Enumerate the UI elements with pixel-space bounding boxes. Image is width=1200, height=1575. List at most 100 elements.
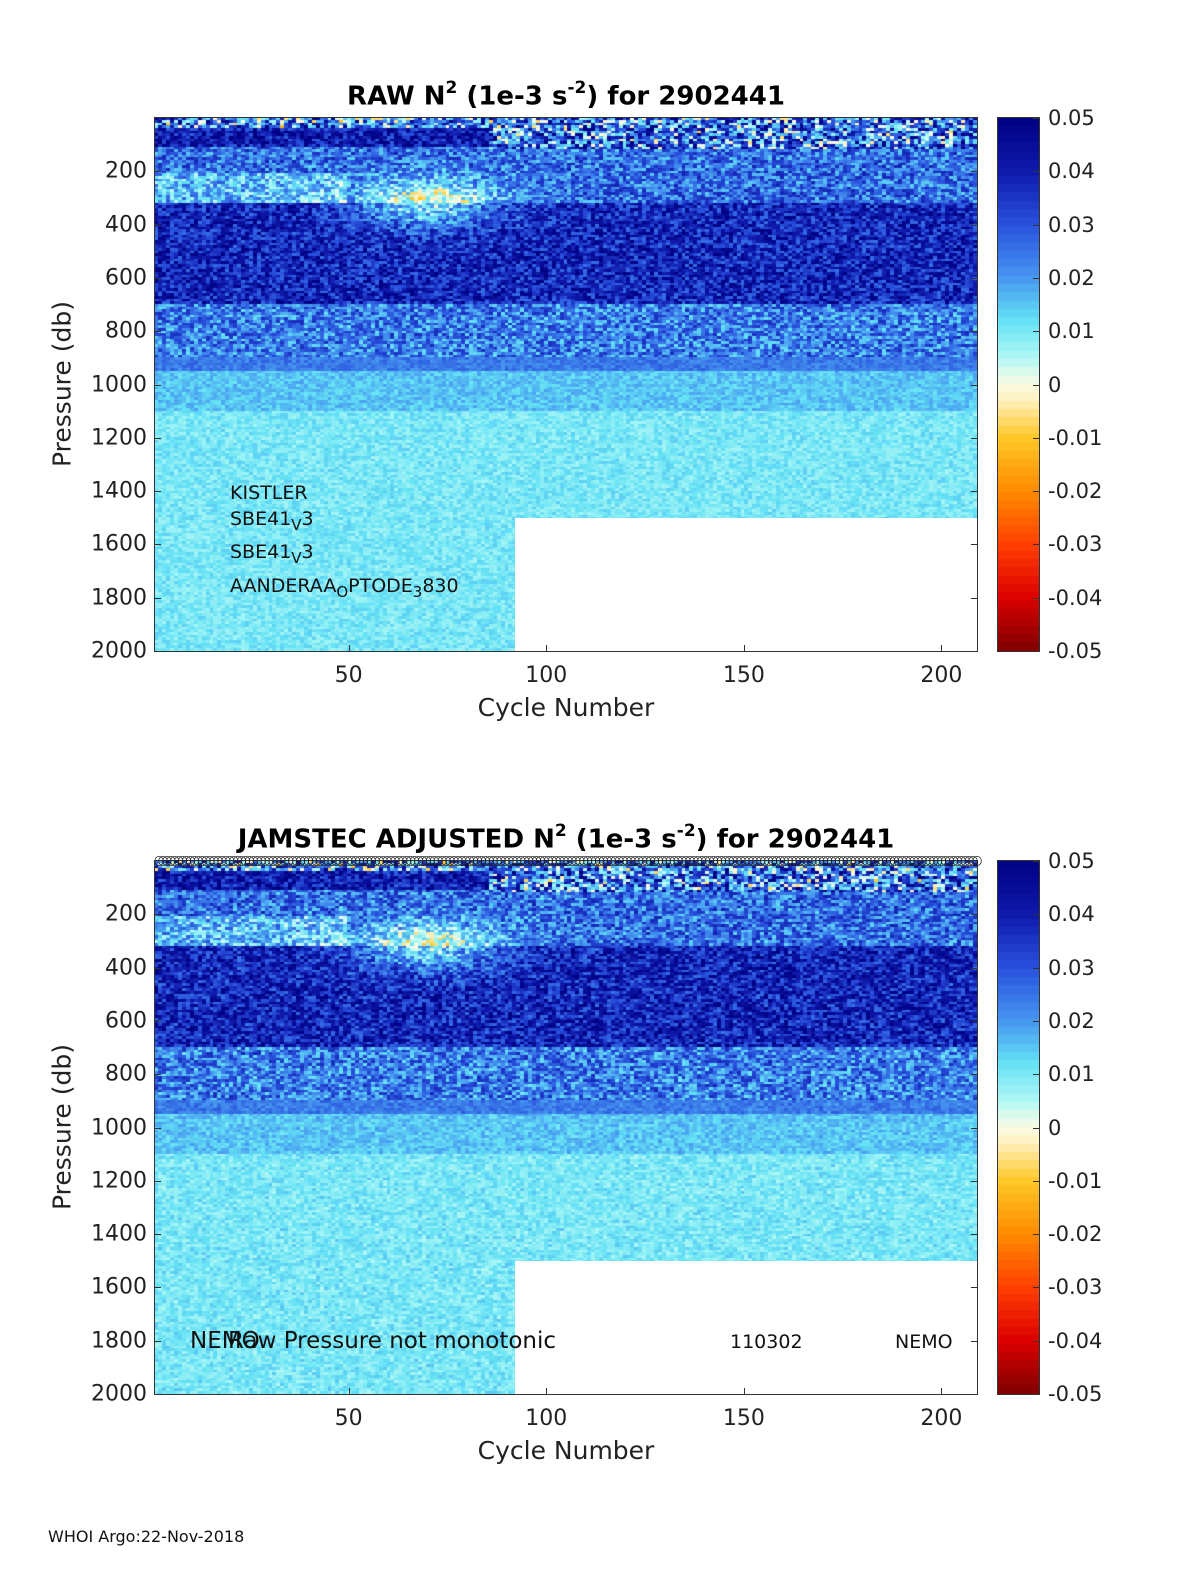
sensor-label: SBE41V3: [230, 541, 314, 567]
colorbar-tick-label: 0.01: [1048, 1062, 1095, 1087]
qc-marker: [940, 856, 951, 866]
qc-marker-row: [155, 856, 982, 866]
y-tick-mark: [971, 544, 977, 546]
x-tick-mark: [546, 645, 548, 651]
qc-marker: [704, 856, 715, 866]
qc-marker: [500, 856, 510, 866]
y-tick-label: 1200: [91, 425, 147, 451]
colorbar-tick-mark: [1033, 1340, 1039, 1342]
qc-marker: [339, 856, 349, 866]
y-tick-label: 1400: [91, 478, 147, 504]
qc-marker: [838, 856, 848, 866]
qc-marker: [724, 856, 734, 866]
colorbar-tick-mark: [1033, 118, 1039, 119]
y-tick-mark: [971, 1074, 977, 1076]
y-tick-mark: [971, 1287, 977, 1289]
qc-marker: [193, 856, 203, 866]
qc-marker: [972, 856, 982, 866]
qc-marker: [237, 856, 247, 866]
qc-marker: [913, 856, 923, 866]
qc-marker: [740, 856, 750, 866]
qc-marker: [748, 856, 758, 866]
qc-marker: [457, 856, 467, 866]
qc-marker: [921, 856, 931, 866]
y-tick-label: 400: [105, 955, 147, 981]
qc-marker: [539, 856, 549, 866]
qc-marker: [712, 856, 723, 866]
qc-marker: [496, 856, 506, 866]
qc-marker: [264, 856, 274, 866]
qc-marker: [406, 856, 416, 866]
colorbar-tick-mark: [1033, 1074, 1039, 1076]
qc-marker: [205, 856, 215, 866]
qc-marker: [736, 856, 746, 866]
qc-marker: [610, 856, 620, 866]
qc-marker: [693, 856, 703, 866]
qc-marker: [366, 856, 376, 866]
y-axis-label: Pressure (db): [47, 1044, 77, 1210]
y-tick-mark: [155, 651, 161, 652]
colorbar-tick-label: -0.03: [1048, 532, 1103, 557]
colorbar-tick-label: -0.02: [1048, 1222, 1103, 1247]
y-tick-label: 1600: [91, 531, 147, 557]
qc-marker: [598, 856, 608, 866]
qc-marker: [909, 856, 919, 866]
y-tick-label: 800: [105, 318, 147, 344]
qc-marker: [311, 856, 321, 866]
y-tick-mark: [971, 914, 977, 916]
qc-marker: [567, 856, 577, 866]
qc-marker: [826, 856, 837, 866]
qc-marker: [319, 856, 329, 866]
qc-marker: [874, 856, 884, 866]
colorbar-tick-label: -0.03: [1048, 1275, 1103, 1300]
qc-marker: [846, 856, 856, 866]
y-tick-label: 1000: [91, 1115, 147, 1140]
qc-marker: [626, 856, 636, 866]
x-tick-label: 150: [722, 1406, 765, 1431]
qc-marker: [331, 856, 341, 866]
sensor-label: KISTLER: [230, 482, 308, 504]
qc-marker: [728, 856, 738, 866]
qc-marker: [166, 856, 176, 866]
x-tick-mark: [743, 645, 745, 651]
y-tick-mark: [155, 277, 161, 279]
no-data-region: [514, 1260, 977, 1394]
qc-marker: [327, 856, 337, 866]
qc-marker: [189, 856, 200, 866]
y-tick-mark: [155, 1020, 161, 1022]
qc-marker: [508, 856, 518, 866]
y-tick-label: 800: [105, 1061, 147, 1087]
qc-marker: [760, 856, 770, 866]
qc-marker: [716, 856, 727, 866]
qc-marker: [968, 856, 978, 866]
sensor-label: SBE41V3: [230, 508, 314, 534]
qc-marker: [819, 856, 829, 866]
colorbar-tick-mark: [1033, 1234, 1039, 1236]
qc-marker: [925, 856, 935, 866]
colorbar-tick-label: 0.02: [1048, 1008, 1095, 1033]
qc-marker: [516, 856, 526, 866]
qc-marker: [642, 856, 652, 866]
qc-marker: [221, 856, 231, 866]
qc-marker: [335, 856, 345, 866]
qc-marker: [351, 856, 361, 866]
qc-marker: [649, 856, 660, 866]
qc-marker: [807, 856, 817, 866]
qc-marker: [355, 856, 365, 866]
qc-marker: [244, 856, 255, 866]
colorbar-tick-mark: [1033, 331, 1039, 333]
qc-marker: [465, 856, 475, 866]
raw-pressure-note: Raw Pressure not monotonic: [228, 1328, 557, 1354]
qc-marker: [830, 856, 841, 866]
qc-marker: [905, 856, 915, 866]
colorbar-tick-mark: [1033, 651, 1039, 652]
qc-marker: [437, 856, 447, 866]
qc-marker: [492, 856, 502, 866]
colorbar-tick-mark: [1033, 1020, 1039, 1022]
qc-marker: [744, 856, 754, 866]
y-tick-mark: [971, 491, 977, 493]
qc-marker: [622, 856, 632, 866]
y-tick-mark: [155, 384, 161, 386]
nemo-right-label: NEMO: [895, 1331, 953, 1353]
colorbar-tick-mark: [1033, 1180, 1039, 1182]
